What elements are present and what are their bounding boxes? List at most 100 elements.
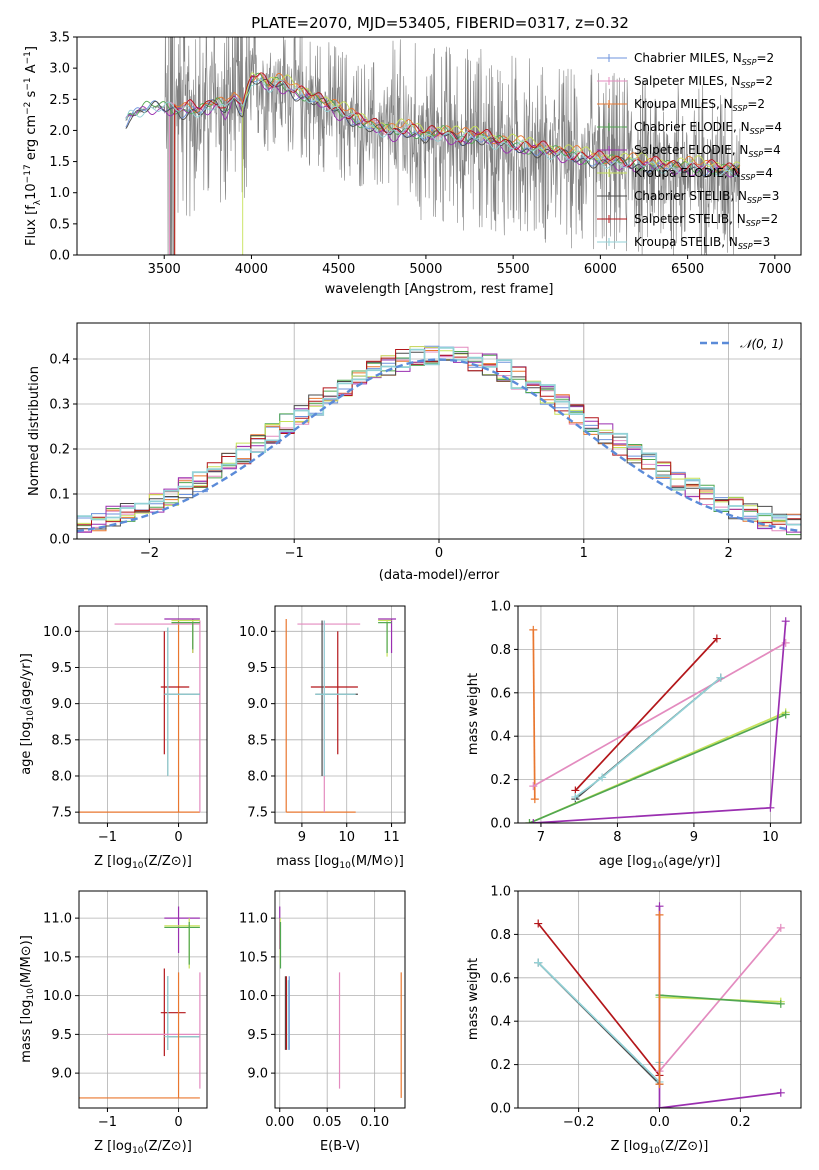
weight-marker [525,819,534,823]
x-tick-label: 0.10 [360,1115,389,1130]
x-axis-label: Z [log10(Z/Z⊙)] [94,854,192,871]
residuals-panel: −2 −1 0 1 2 0.0 0.1 0.2 0.3 0.4 𝒩(0, 1) (data-model… [27,322,802,583]
y-tick-label: 0.2 [490,1058,511,1073]
label-part: −1 [23,51,33,64]
y-tick-label: 9.0 [51,697,72,712]
label-text: Z [log [94,854,132,869]
weight-line [537,922,661,1077]
y-tick-label: 0.2 [490,773,511,788]
weight-line [532,642,787,787]
legend-entry: Kroupa STELIB, NSSP=3 [634,235,770,251]
x-axis-label: age [log10(age/yr)] [599,854,721,871]
spectrum-frame [76,36,802,256]
x-tick-label: 10 [762,830,779,845]
weight_vs_Z-panel: −0.2 0.0 0.2 0.0 0.2 0.4 0.6 0.8 1.0 Z [log10(Z/Z… [466,885,802,1156]
legend-entry: Salpeter MILES, NSSP=2 [634,74,773,90]
model-spectrum [125,78,740,177]
weight-marker [534,919,543,928]
legend-marker [605,146,613,154]
y-tick-label: 9.0 [247,697,268,712]
x-axis-label: mass [log10(M/M⊙)] [276,854,404,871]
spectrum-plot-area [125,37,741,255]
spectrum-panel: 3500 4000 4500 5000 5500 6000 6500 7000 0.0 0.5 1.… [23,31,802,297]
legend-model: Salpeter MILES, N [634,74,741,88]
y-tick-label: 2.5 [49,93,70,108]
legend-entry: Chabrier ELODIE, NSSP=4 [634,120,782,136]
x-tick-label: −1 [285,546,304,561]
x-tick-label: 0.05 [313,1115,342,1130]
x-tick-label: −0.2 [563,1115,595,1130]
x-tick-label: 0 [174,1115,182,1130]
y-tick-label: 9.0 [51,1067,72,1082]
y-tick-label: 10.5 [239,950,268,965]
label-subscript: 10 [26,988,36,1000]
mass_vs_Z-frame [78,890,208,1109]
mass_vs_Z-panel: −1 09.09.510.010.511.0Z [log10(Z/Z⊙)]mass… [19,890,208,1156]
y-tick-label: 9.5 [247,1028,268,1043]
weight-marker [529,782,538,791]
weight-marker [534,958,543,967]
x-tick-label: 0.0 [649,1115,670,1130]
residuals-plot-area [77,345,801,536]
legend-marker [605,123,613,131]
legend-model: Kroupa MILES, N [634,97,733,111]
legend-n: =3 [753,235,771,249]
residual-histogram [77,346,801,526]
y-tick-label: 0.8 [490,928,511,943]
label-expr: (Z/Z⊙)] [144,1139,192,1154]
weight-marker [712,634,721,643]
label-expr: (M/M⊙)] [19,935,34,988]
legend-subscript: SSP [750,127,765,136]
legend-model: Chabrier ELODIE, N [634,120,750,134]
label-text: age [log [19,722,34,775]
observed-spectrum [125,37,741,255]
x-tick-label: 7 [537,830,545,845]
weight-marker [716,673,725,682]
y-axis-label: Normed distribution [27,366,42,496]
y-axis-label: mass [log10(M/M⊙)] [19,935,36,1063]
legend-model: Chabrier MILES, N [634,51,742,65]
x-tick-label: 4000 [235,262,268,277]
y-tick-label: 7.5 [51,806,72,821]
legend-subscript: SSP [733,104,748,113]
y-tick-label: 10.5 [43,950,72,965]
weight-marker [529,819,538,823]
y-tick-label: 9.0 [247,1067,268,1082]
x-tick-label: 0.2 [730,1115,751,1130]
y-tick-label: 9.5 [247,661,268,676]
legend-model: Salpeter STELIB, N [634,212,746,226]
label-subscript: 10 [26,710,36,722]
weight-marker [776,999,785,1008]
weight-line [532,629,536,800]
legend-subscript: SSP [746,219,761,228]
x-tick-label: 9 [298,830,306,845]
legend-entry: Salpeter STELIB, NSSP=2 [634,212,778,228]
model-spectrum [125,78,740,178]
y-tick-label: 3.0 [49,62,70,77]
y-tick-label: 0.8 [490,643,511,658]
normal-curve [77,358,801,533]
model-spectrum [125,75,740,178]
label-text: Z [log [94,1139,132,1154]
mass_vs_ebv-frame [274,890,406,1109]
legend-marker [605,54,613,62]
x-tick-label: 0 [435,546,443,561]
y-axis-label: Flux [fλ10−17 erg cm−2 s−1 A−1] [23,46,43,246]
model-spectrum [174,72,741,255]
y-tick-label: 0.4 [490,1015,511,1030]
y-axis-label: mass weight [466,958,481,1040]
x-tick-label: 8 [613,830,621,845]
x-tick-label: 2 [724,546,732,561]
y-tick-label: 0.0 [49,533,70,548]
y-tick-label: 1.0 [490,885,511,900]
label-subscript: 10 [132,861,144,871]
label-text: age [log [599,854,652,869]
weight-line [533,621,787,823]
y-tick-label: 0.6 [490,971,511,986]
y-tick-label: 8.0 [247,769,268,784]
weight-marker [781,710,790,719]
x-tick-label: 1 [580,546,588,561]
x-tick-label: 5000 [409,262,442,277]
y-tick-label: 10.0 [43,989,72,1004]
weight_vs_age-frame [517,605,802,824]
